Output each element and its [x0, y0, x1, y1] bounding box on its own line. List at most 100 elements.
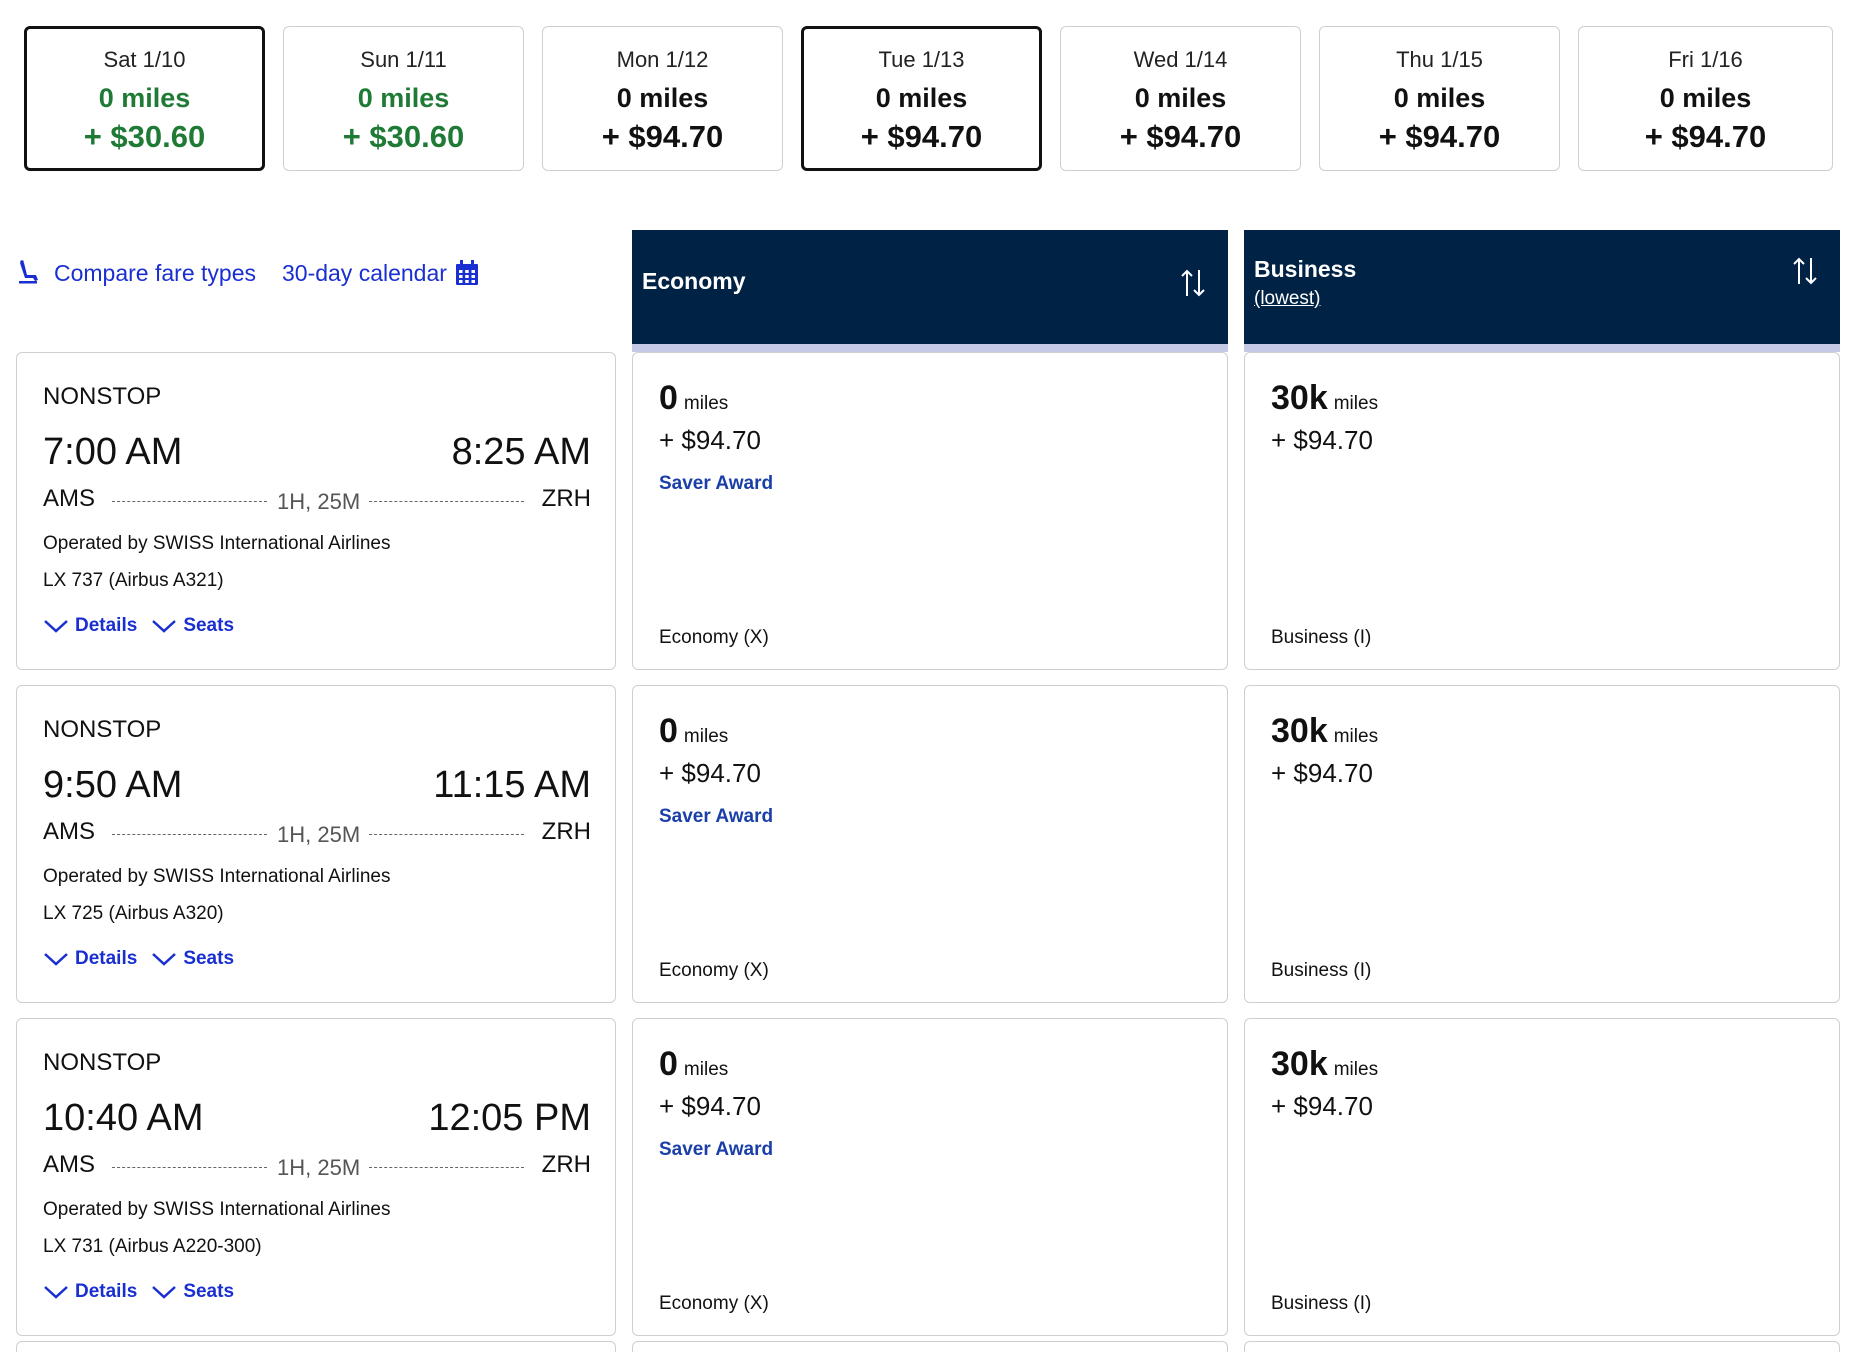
date-miles: 0 miles [98, 83, 191, 113]
fare-cash: + $94.70 [659, 1091, 761, 1121]
details-label: Details [75, 615, 138, 636]
date-cash: + $94.70 [601, 119, 724, 154]
destination-airport: ZRH [541, 818, 591, 845]
fare-miles-value: 30k [1271, 379, 1328, 417]
destination-airport: ZRH [541, 1151, 591, 1178]
fare-class: Business (I) [1271, 627, 1372, 648]
chevron-down-icon [44, 620, 68, 633]
date-card-sat[interactable]: Sat 1/10 0 miles + $30.60 [24, 26, 265, 171]
details-toggle[interactable]: Details [43, 948, 137, 970]
flight-card: NONSTOP 7:00 AM 8:25 AM AMS 1H, 25M ZRH … [16, 352, 616, 670]
fare-cash: + $94.70 [659, 425, 761, 455]
compare-fare-types-link[interactable]: Compare fare types [16, 260, 256, 287]
date-cash: + $30.60 [83, 119, 206, 154]
date-card-thu[interactable]: Thu 1/15 0 miles + $94.70 [1319, 26, 1560, 171]
date-label: Mon 1/12 [616, 47, 709, 72]
details-label: Details [75, 1281, 138, 1302]
route-line [112, 834, 267, 835]
saver-award-badge: Saver Award [659, 1139, 774, 1160]
chevron-down-icon [44, 953, 68, 966]
fare-miles-value: 30k [1271, 1045, 1328, 1083]
date-miles: 0 miles [616, 83, 709, 113]
date-card-wed[interactable]: Wed 1/14 0 miles + $94.70 [1060, 26, 1301, 171]
business-header-subtitle[interactable]: (lowest) [1254, 288, 1321, 309]
flight-actions: Details Seats [43, 948, 248, 970]
chevron-down-icon [152, 620, 177, 633]
route-line [369, 501, 524, 502]
details-toggle[interactable]: Details [43, 615, 137, 637]
fare-class: Economy (X) [659, 627, 769, 648]
date-label: Thu 1/15 [1396, 47, 1483, 72]
fare-miles: 0 miles [659, 712, 728, 751]
fare-miles: 30k miles [1271, 379, 1378, 418]
fare-class: Business (I) [1271, 1293, 1372, 1314]
route-line [112, 501, 267, 502]
date-card-fri[interactable]: Fri 1/16 0 miles + $94.70 [1578, 26, 1833, 171]
flight-duration: 1H, 25M [277, 1155, 361, 1180]
origin-airport: AMS [43, 485, 96, 512]
sort-arrows-icon[interactable] [1180, 268, 1206, 298]
fare-links: Compare fare types 30-day calendar [16, 255, 479, 291]
economy-fare-card[interactable]: 0 miles + $94.70 Saver Award Economy (X) [632, 685, 1228, 1003]
business-header-title: Business [1254, 256, 1357, 282]
saver-award-badge: Saver Award [659, 806, 774, 827]
seats-label: Seats [183, 615, 235, 636]
next-business-card-edge [1244, 1341, 1840, 1352]
fare-miles-value: 0 [659, 379, 678, 417]
fare-miles: 30k miles [1271, 712, 1378, 751]
date-label: Sat 1/10 [103, 47, 186, 72]
fare-cash: + $94.70 [1271, 425, 1373, 455]
fare-miles-unit: miles [1333, 1059, 1379, 1080]
economy-column-header[interactable]: Economy [632, 230, 1228, 352]
business-fare-card[interactable]: 30k miles + $94.70 Business (I) [1244, 352, 1840, 670]
next-economy-card-edge [632, 1341, 1228, 1352]
business-column-header[interactable]: Business (lowest) [1244, 230, 1840, 352]
flight-card: NONSTOP 10:40 AM 12:05 PM AMS 1H, 25M ZR… [16, 1018, 616, 1336]
date-miles: 0 miles [875, 83, 968, 113]
business-fare-card[interactable]: 30k miles + $94.70 Business (I) [1244, 1018, 1840, 1336]
fare-miles-value: 0 [659, 1045, 678, 1083]
departure-time: 10:40 AM [43, 1097, 204, 1139]
date-card-tue[interactable]: Tue 1/13 0 miles + $94.70 [801, 26, 1042, 171]
fare-class: Economy (X) [659, 960, 769, 981]
date-label: Tue 1/13 [878, 47, 965, 72]
date-card-sun[interactable]: Sun 1/11 0 miles + $30.60 [283, 26, 524, 171]
operator-text: Operated by SWISS International Airlines [43, 866, 391, 887]
seats-toggle[interactable]: Seats [151, 615, 234, 637]
operator-text: Operated by SWISS International Airlines [43, 1199, 391, 1220]
fare-miles-value: 30k [1271, 712, 1328, 750]
route-line [112, 1167, 267, 1168]
operator-text: Operated by SWISS International Airlines [43, 533, 391, 554]
stops-label: NONSTOP [43, 383, 162, 410]
fare-miles: 0 miles [659, 1045, 728, 1084]
origin-airport: AMS [43, 818, 96, 845]
fare-miles: 0 miles [659, 379, 728, 418]
details-toggle[interactable]: Details [43, 1281, 137, 1303]
business-fare-card[interactable]: 30k miles + $94.70 Business (I) [1244, 685, 1840, 1003]
economy-fare-card[interactable]: 0 miles + $94.70 Saver Award Economy (X) [632, 352, 1228, 670]
origin-airport: AMS [43, 1151, 96, 1178]
seats-toggle[interactable]: Seats [151, 948, 234, 970]
departure-time: 7:00 AM [43, 431, 183, 473]
date-card-mon[interactable]: Mon 1/12 0 miles + $94.70 [542, 26, 783, 171]
fare-miles: 30k miles [1271, 1045, 1378, 1084]
fare-cash: + $94.70 [1271, 1091, 1373, 1121]
arrival-time: 8:25 AM [451, 431, 591, 473]
date-strip: Sat 1/10 0 miles + $30.60 Sun 1/11 0 mil… [24, 26, 1833, 171]
date-miles: 0 miles [1393, 83, 1486, 113]
fare-miles-unit: miles [1333, 726, 1379, 747]
flight-card: NONSTOP 9:50 AM 11:15 AM AMS 1H, 25M ZRH… [16, 685, 616, 1003]
seats-toggle[interactable]: Seats [151, 1281, 234, 1303]
date-cash: + $30.60 [342, 119, 465, 154]
economy-fare-card[interactable]: 0 miles + $94.70 Saver Award Economy (X) [632, 1018, 1228, 1336]
fare-class: Business (I) [1271, 960, 1372, 981]
thirty-day-calendar-link[interactable]: 30-day calendar [282, 260, 479, 287]
compare-fare-types-label: Compare fare types [54, 259, 256, 286]
calendar-icon [455, 260, 478, 285]
aircraft-text: LX 725 (Airbus A320) [43, 903, 224, 924]
date-cash: + $94.70 [860, 119, 983, 154]
fare-miles-unit: miles [683, 1059, 729, 1080]
economy-header-title: Economy [642, 268, 746, 294]
chevron-down-icon [44, 1286, 68, 1299]
sort-arrows-icon[interactable] [1792, 256, 1818, 286]
